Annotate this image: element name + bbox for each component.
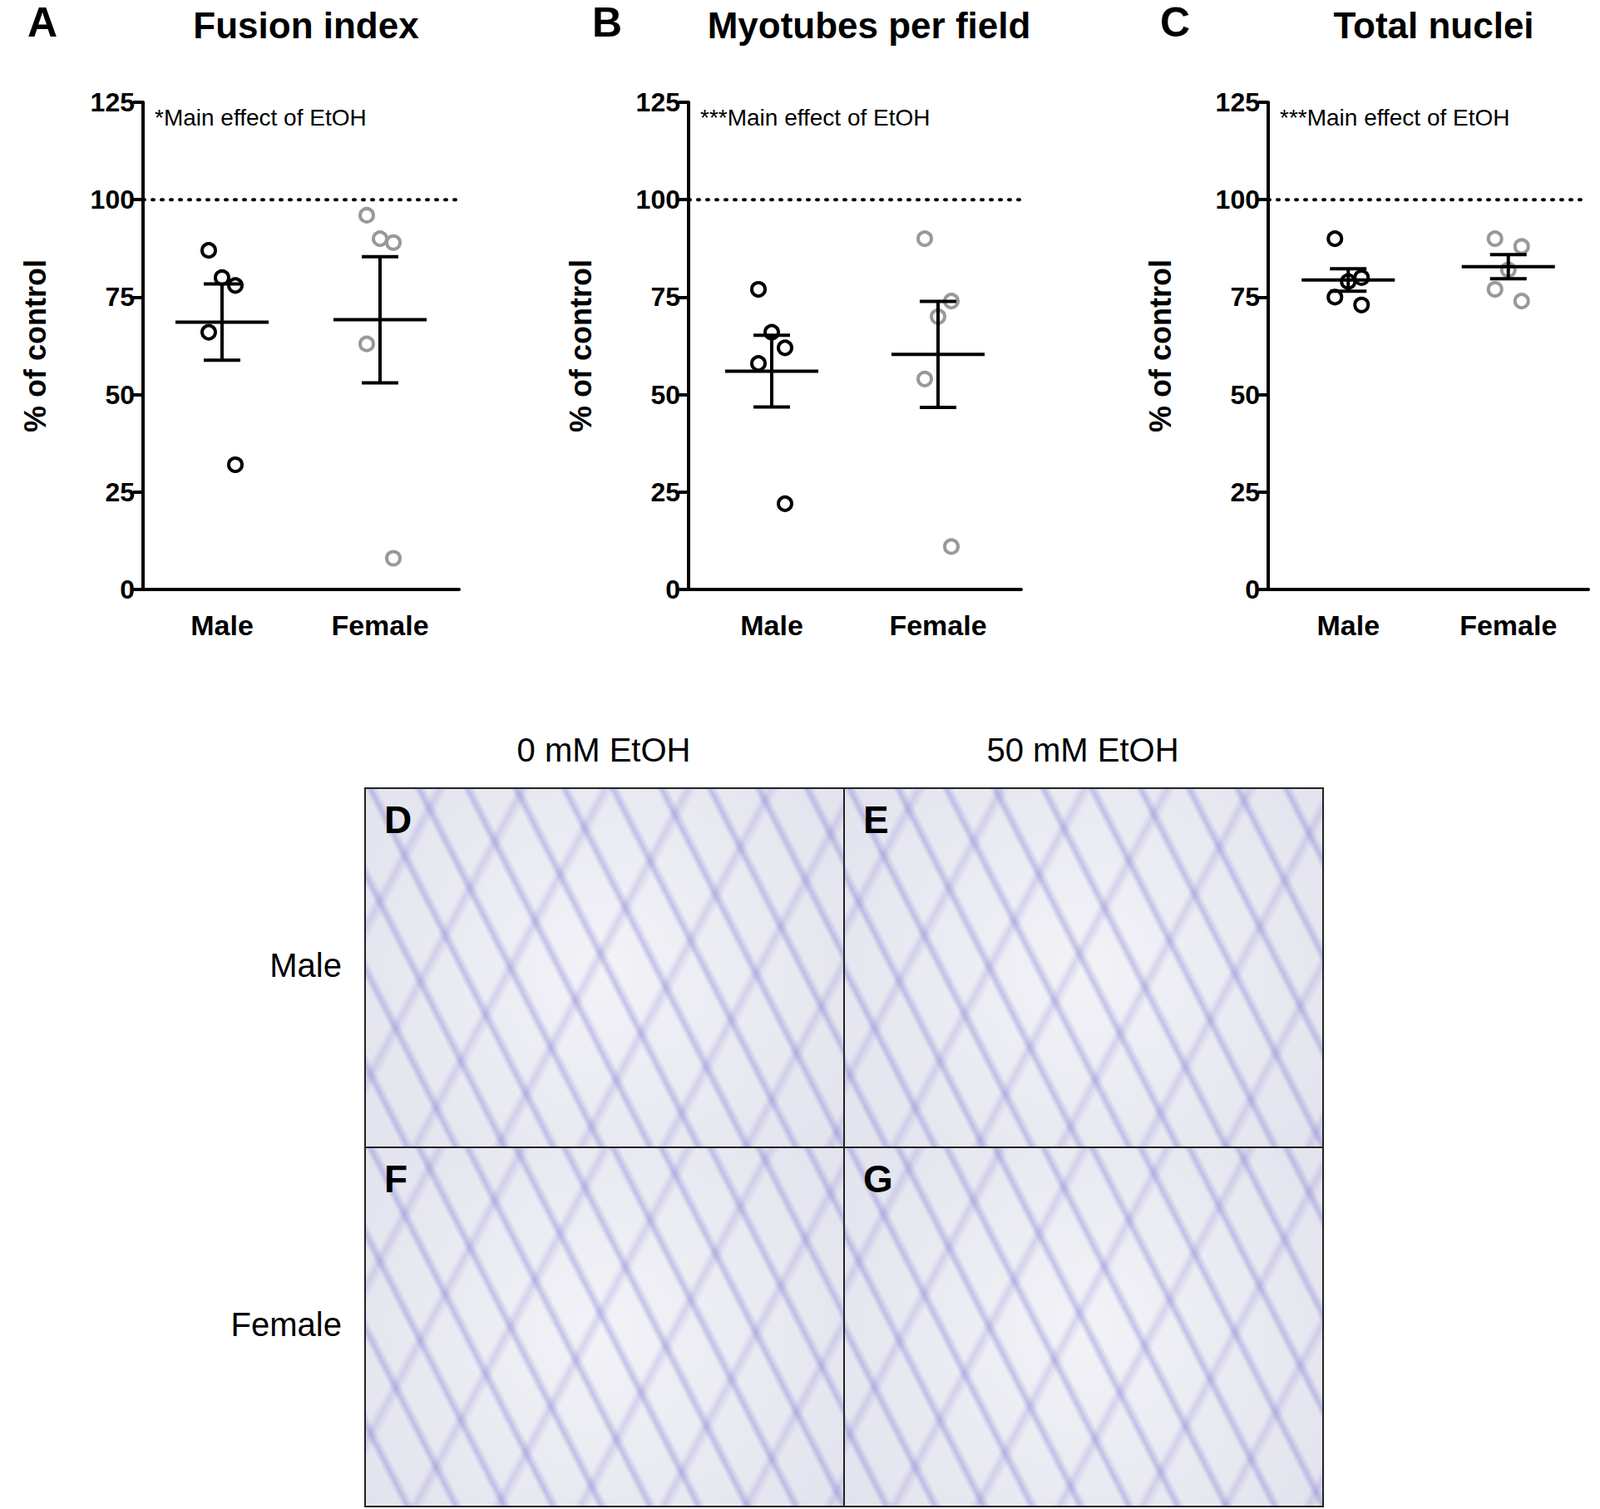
svg-text:% of control: % of control — [563, 259, 598, 433]
svg-text:100: 100 — [1215, 184, 1260, 215]
html-text:F: F — [384, 1157, 408, 1201]
html-text:D: D — [384, 798, 412, 842]
svg-text:Fusion index: Fusion index — [192, 4, 420, 46]
svg-text:Female: Female — [330, 609, 429, 642]
svg-text:Male: Male — [740, 609, 804, 642]
svg-text:25: 25 — [1229, 477, 1260, 508]
svg-text:50: 50 — [650, 380, 681, 410]
svg-text:B: B — [592, 0, 623, 46]
svg-text:Male: Male — [1316, 609, 1380, 642]
html-text:E: E — [863, 798, 889, 842]
svg-text:0: 0 — [119, 574, 135, 605]
svg-text:125: 125 — [636, 87, 681, 118]
svg-text:A: A — [27, 0, 58, 46]
html-text:50 mM EtOH: 50 mM EtOH — [986, 731, 1179, 769]
svg-text:Female: Female — [888, 609, 987, 642]
svg-text:75: 75 — [1229, 281, 1260, 312]
svg-text:0: 0 — [665, 574, 681, 605]
svg-text:25: 25 — [650, 477, 681, 508]
svg-text:% of control: % of control — [18, 259, 53, 433]
svg-text:*Main effect of EtOH: *Main effect of EtOH — [154, 104, 367, 131]
svg-text:Female: Female — [1459, 609, 1557, 642]
svg-text:Male: Male — [190, 609, 254, 642]
svg-text:50: 50 — [104, 380, 135, 410]
html-text:Female: Female — [230, 1306, 342, 1344]
svg-text:0: 0 — [1244, 574, 1260, 605]
svg-text:25: 25 — [104, 477, 135, 508]
svg-text:125: 125 — [90, 87, 135, 118]
svg-text:C: C — [1160, 0, 1191, 46]
svg-text:50: 50 — [1229, 380, 1260, 410]
svg-text:Myotubes per field: Myotubes per field — [707, 4, 1032, 46]
svg-text:75: 75 — [650, 281, 681, 312]
svg-text:***Main effect of EtOH: ***Main effect of EtOH — [1279, 104, 1511, 131]
svg-text:Total nuclei: Total nuclei — [1333, 4, 1534, 46]
svg-text:125: 125 — [1215, 87, 1260, 118]
svg-text:100: 100 — [636, 184, 681, 215]
html-text:0 mM EtOH: 0 mM EtOH — [516, 731, 691, 769]
svg-text:75: 75 — [104, 281, 135, 312]
svg-text:100: 100 — [90, 184, 135, 215]
svg-text:% of control: % of control — [1143, 259, 1178, 433]
html-text:G: G — [863, 1157, 893, 1201]
svg-text:***Main effect of EtOH: ***Main effect of EtOH — [700, 104, 931, 131]
html-text:Male: Male — [269, 947, 342, 984]
